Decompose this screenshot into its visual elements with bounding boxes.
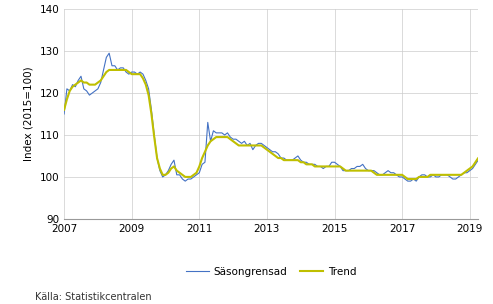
Legend: Säsongrensad, Trend: Säsongrensad, Trend [181, 262, 361, 281]
Y-axis label: Index (2015=100): Index (2015=100) [24, 67, 34, 161]
Text: Källa: Statistikcentralen: Källa: Statistikcentralen [35, 292, 151, 302]
